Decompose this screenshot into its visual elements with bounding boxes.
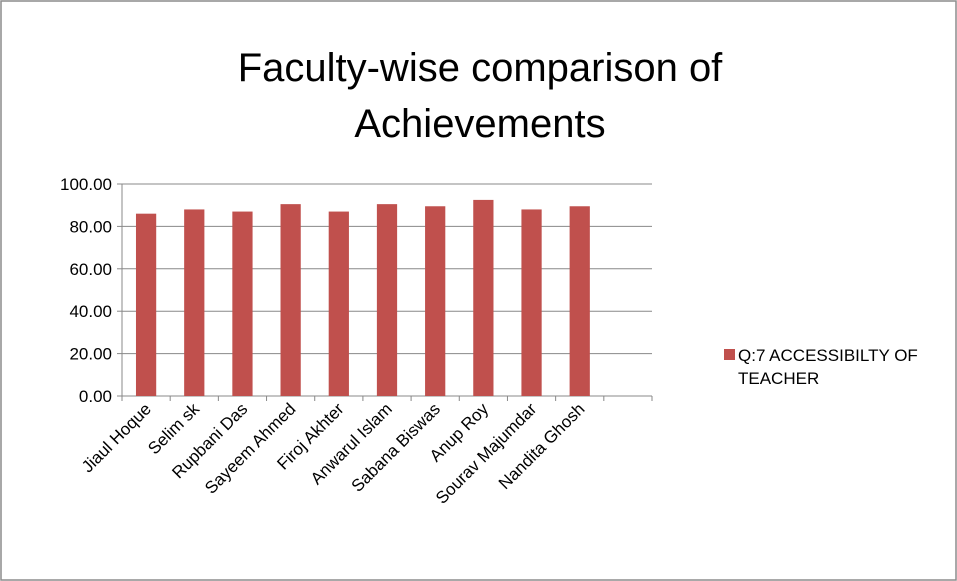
bar bbox=[521, 209, 542, 396]
y-tick-label: 100.00 bbox=[60, 175, 112, 194]
bar bbox=[473, 199, 494, 396]
y-tick-label: 40.00 bbox=[69, 302, 112, 321]
bar bbox=[569, 206, 590, 396]
bar bbox=[135, 213, 157, 396]
chart-title: Faculty-wise comparison of Achievements bbox=[237, 46, 723, 146]
y-tick-label: 0.00 bbox=[79, 387, 112, 406]
bar bbox=[425, 206, 446, 396]
bar bbox=[328, 211, 349, 396]
y-tick-label: 80.00 bbox=[69, 217, 112, 236]
bar bbox=[280, 204, 301, 396]
legend-label: Q:7 ACCESSIBILTY OF TEACHER bbox=[738, 346, 918, 388]
bar bbox=[232, 211, 253, 396]
y-tick-label: 20.00 bbox=[69, 345, 112, 364]
bar bbox=[376, 204, 398, 396]
legend-swatch bbox=[724, 349, 735, 360]
y-tick-label: 60.00 bbox=[69, 260, 112, 279]
bar bbox=[184, 209, 205, 396]
legend: Q:7 ACCESSIBILTY OF TEACHER bbox=[724, 344, 954, 390]
